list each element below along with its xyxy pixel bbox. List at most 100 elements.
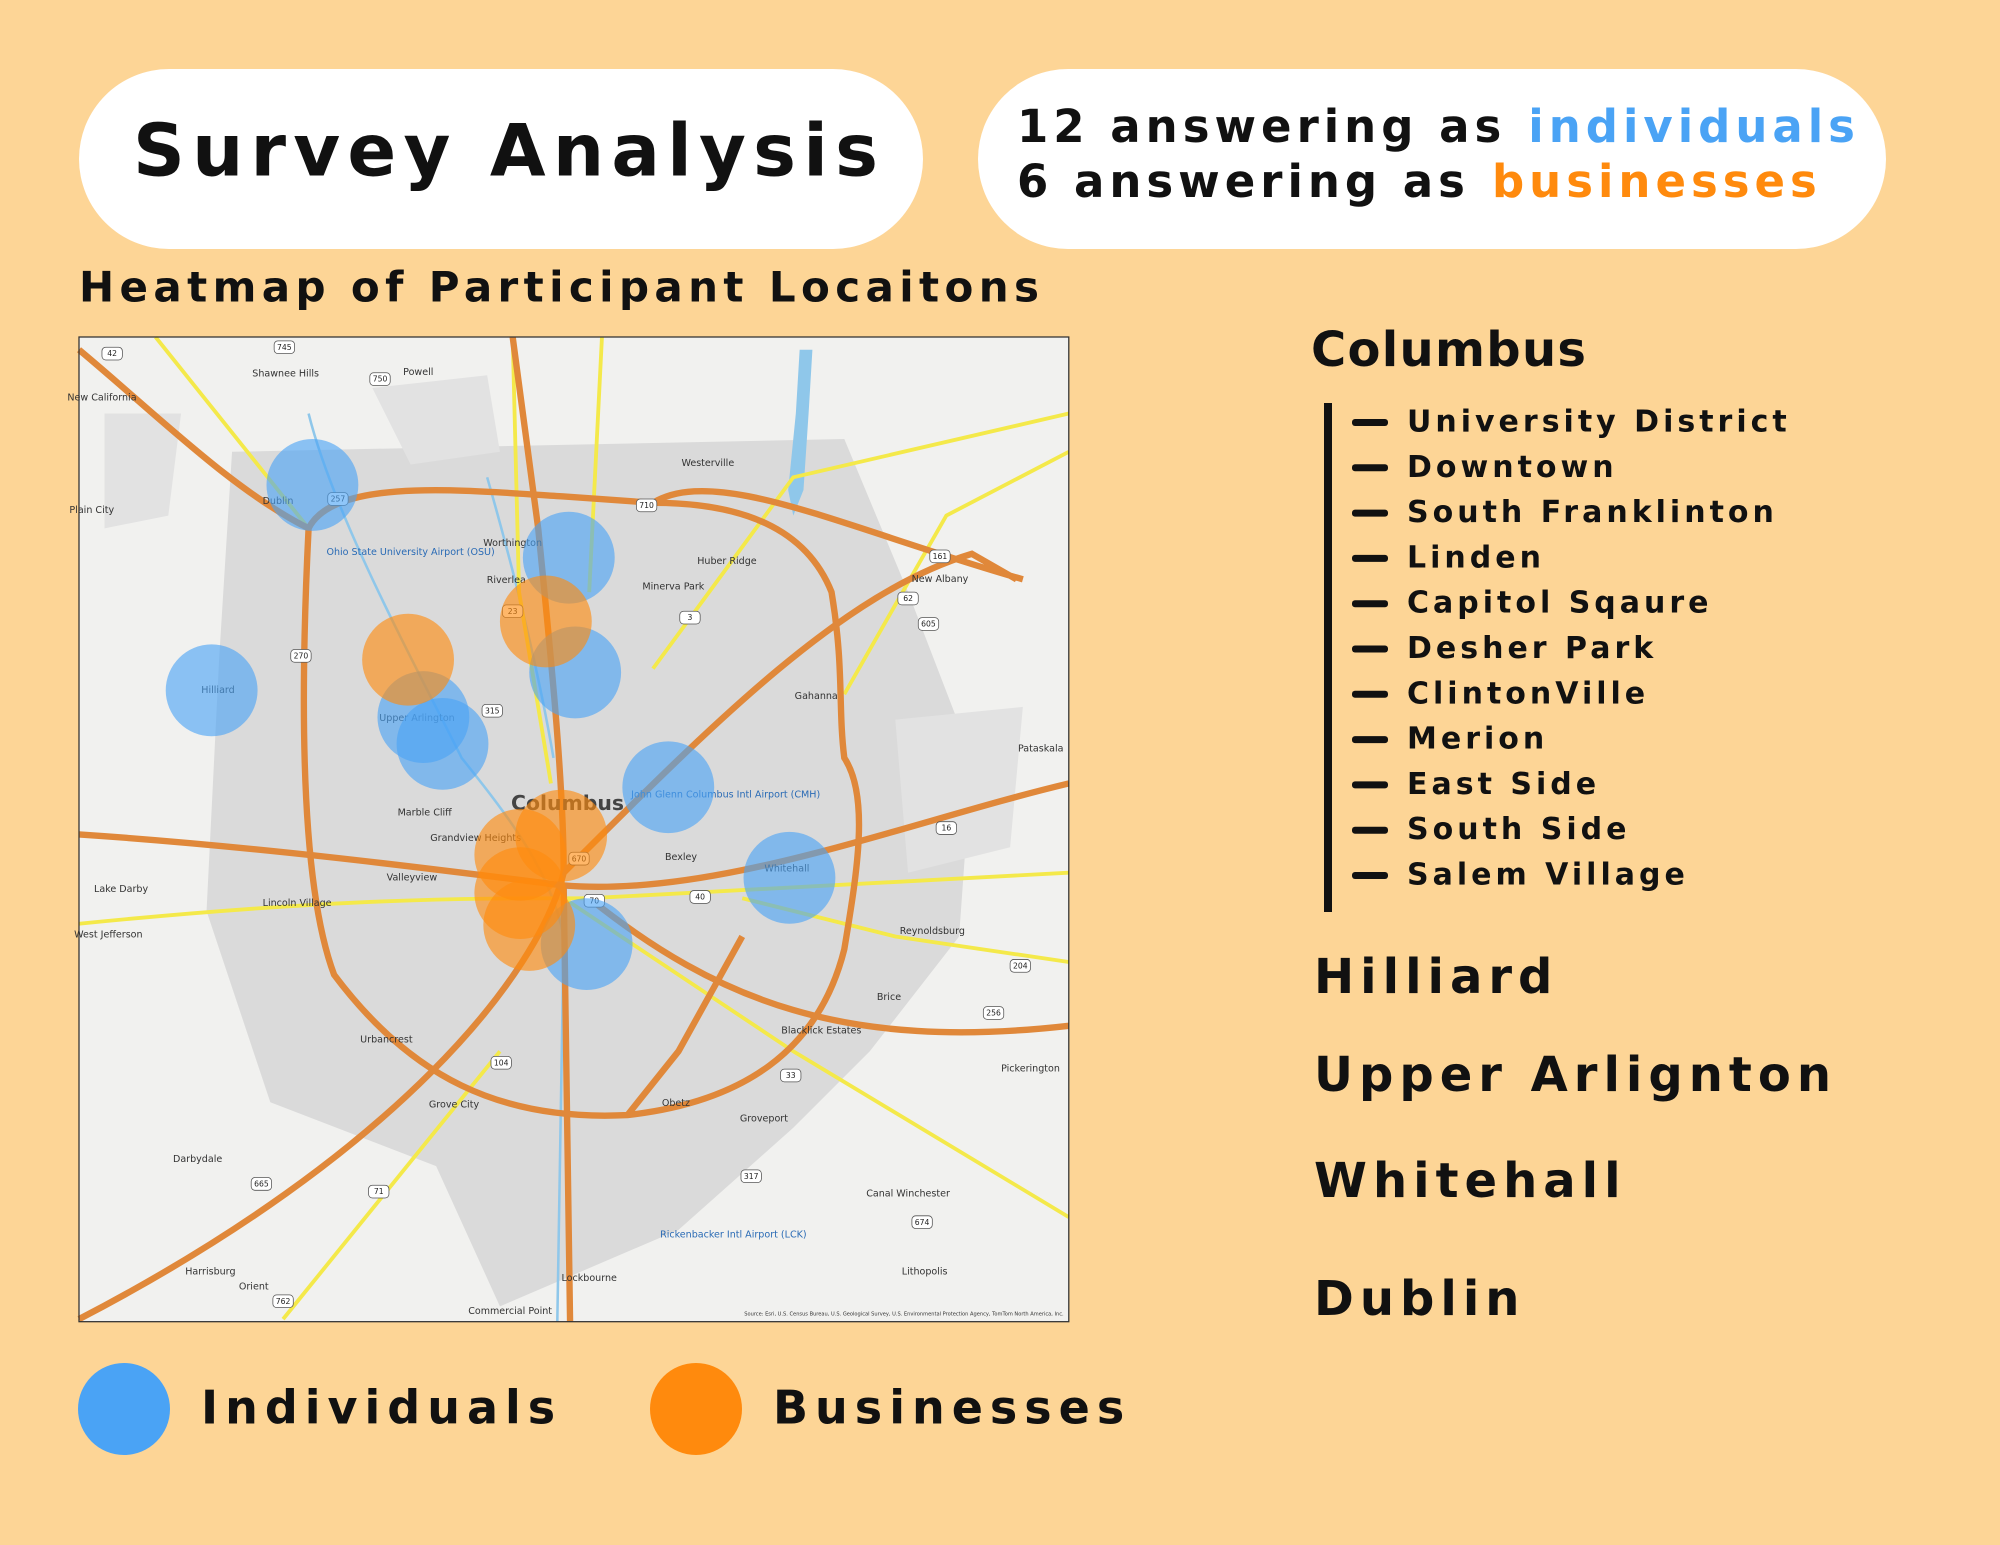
neighborhood: ClintonVille [1407, 676, 1649, 711]
shield [490, 1055, 512, 1070]
heat-circle [165, 644, 258, 737]
shield [982, 1006, 1005, 1020]
neighborhood: University District [1407, 405, 1791, 440]
shield-label: 710 [639, 501, 654, 510]
shield-label: 270 [294, 652, 309, 661]
shield [740, 1169, 762, 1184]
shield [481, 703, 503, 718]
heat-circle [474, 847, 567, 940]
shield-label: 762 [276, 1297, 291, 1306]
summary-line: 12 answering as individuals [1017, 100, 1860, 153]
heat-circle [396, 697, 489, 790]
shield [368, 1184, 390, 1199]
lake [788, 349, 813, 516]
shield [636, 498, 658, 513]
shield-label: 315 [485, 706, 500, 715]
map-label: Reynoldsburg [900, 926, 965, 937]
heat-circle [362, 613, 454, 706]
neighborhood: Linden [1407, 540, 1545, 575]
map-title: Heatmap of Participant Locaitons [79, 263, 1039, 312]
map-label: Ohio State University Airport (OSU) [326, 547, 494, 558]
dash [1352, 464, 1388, 472]
legend-swatch [650, 1363, 742, 1455]
shield [272, 1294, 294, 1309]
shield [250, 1177, 272, 1191]
shield [290, 649, 312, 663]
shield-label: 71 [374, 1187, 384, 1196]
neighborhoods: University District Downtown South Frankli… [1352, 405, 1791, 893]
dash [1352, 690, 1388, 698]
map-label: Harrisburg [185, 1266, 235, 1277]
map-label: Gahanna [795, 691, 838, 702]
shield [679, 610, 701, 625]
map-label: Brice [877, 992, 901, 1003]
map-label: Lake Darby [94, 884, 148, 895]
map-label: Orient [239, 1282, 269, 1293]
shield-label: 256 [986, 1009, 1001, 1018]
other-location: Whitehall [1314, 1153, 1627, 1209]
summary-count: 6 answering as [1017, 155, 1470, 208]
shield-label: 104 [494, 1058, 509, 1067]
map-label: Obetz [662, 1098, 690, 1109]
primary-location: Columbus [1311, 322, 1586, 378]
shield [897, 591, 919, 606]
shield-label: 42 [107, 349, 117, 358]
shield-label: 16 [941, 824, 951, 833]
map-label: Westerville [681, 458, 734, 469]
map-source: Source: Esri, U.S. Census Bureau, U.S. G… [744, 1312, 1064, 1318]
map-label: Lincoln Village [263, 898, 332, 909]
shield-label: 33 [786, 1071, 796, 1080]
map-label: Groveport [740, 1113, 788, 1124]
ring-road [300, 487, 863, 1119]
heat-circle [266, 439, 359, 531]
summary-pill [978, 69, 1886, 249]
map-label: Bexley [665, 852, 697, 863]
dash [1352, 509, 1388, 517]
neighborhood: South Side [1407, 812, 1630, 847]
shield [929, 549, 951, 564]
map-label: Pataskala [1018, 743, 1063, 754]
heat-circle [499, 575, 592, 668]
summary-group: businesses [1492, 155, 1822, 208]
neighborhood: Merion [1407, 722, 1548, 757]
other-location: Hilliard [1314, 949, 1558, 1005]
summary-line: 6 answering as businesses [1017, 155, 1822, 208]
map-label: Minerva Park [642, 581, 704, 592]
dash [1352, 736, 1388, 744]
shield [917, 617, 940, 631]
map-label: Valleyview [387, 872, 438, 883]
map-label: Canal Winchester [866, 1189, 950, 1200]
other-location: Upper Arlignton [1314, 1047, 1837, 1103]
shield-label: 605 [921, 620, 936, 629]
shield [101, 346, 123, 361]
shield-label: 317 [744, 1172, 759, 1181]
shield-label: 40 [695, 893, 705, 902]
neighborhood: Desher Park [1407, 631, 1657, 666]
shield [369, 372, 391, 386]
dash [1352, 872, 1388, 879]
shield [780, 1068, 802, 1083]
legend-swatch [78, 1363, 170, 1455]
shield [911, 1215, 933, 1229]
neighborhood: East Side [1407, 767, 1600, 802]
shield [935, 821, 957, 835]
bracket [1324, 403, 1332, 912]
heat-circle [743, 831, 836, 924]
map-label: Lockbourne [561, 1273, 617, 1284]
summary-count: 12 answering as [1017, 100, 1506, 153]
map-label: Grandview Heights [430, 833, 521, 844]
map-label: Marble Cliff [398, 807, 453, 818]
map-label: New Albany [912, 574, 969, 585]
shield-label: 161 [933, 552, 948, 561]
dash [1352, 645, 1388, 653]
dash [1352, 600, 1388, 608]
summary-group: individuals [1528, 100, 1860, 153]
map-label: Shawnee Hills [252, 368, 319, 379]
shield-label: 62 [903, 594, 913, 603]
legend-label: Individuals [201, 1381, 562, 1435]
neighborhood: Capitol Sqaure [1407, 586, 1713, 621]
neighborhood: Salem Village [1407, 858, 1689, 893]
title-pill [79, 69, 923, 249]
